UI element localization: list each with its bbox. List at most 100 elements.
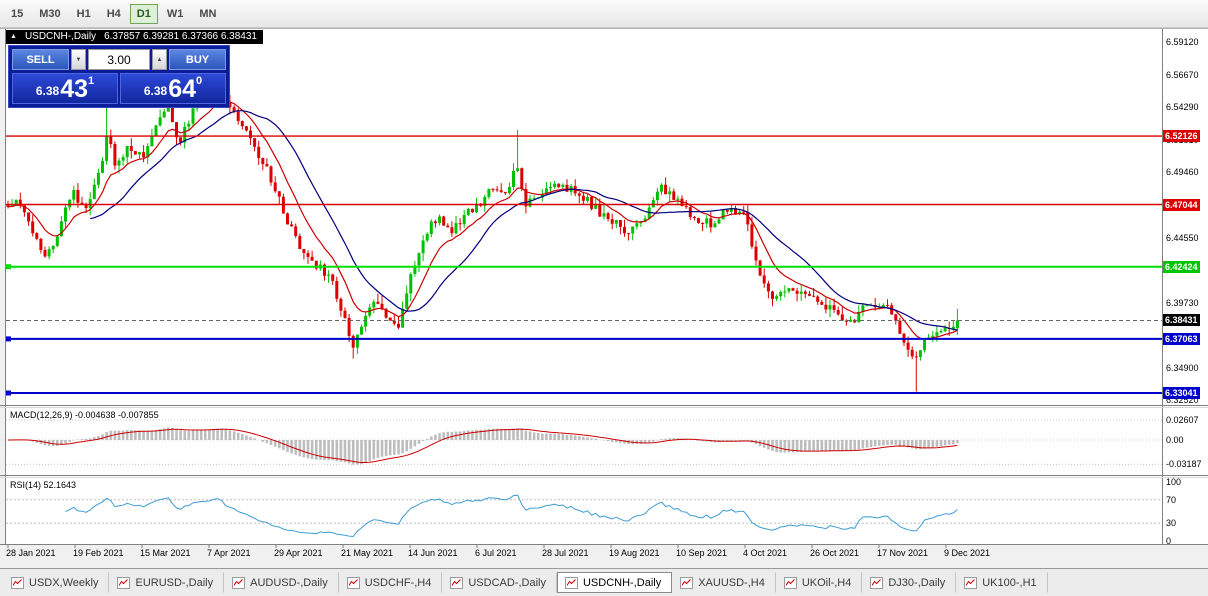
chart-tab-label: UK100-,H1 [982,576,1037,589]
axis-scale-label: 6.34900 [1166,362,1199,373]
chart-tab-label: USDCAD-,Daily [468,576,546,589]
date-axis-label: 10 Sep 2021 [676,548,728,558]
panel-borders [0,28,1208,545]
timeframe-button-m30[interactable]: M30 [32,4,67,24]
axis-scale-label: 0 [1166,536,1172,546]
sell-button[interactable]: SELL [12,49,69,70]
price-line-label: 6.47044 [1163,198,1200,211]
chart-tab-usdcad-daily[interactable]: USDCAD-,Daily [442,572,557,593]
axis-scale-label: 6.39730 [1166,297,1199,308]
chart-symbol-title: USDCNH-,Daily [24,31,97,42]
chart-window[interactable]: ▲ USDCNH-,Daily 6.37857 6.39281 6.37366 … [0,28,1208,568]
axis-scale-label: -0.03187 [1166,459,1202,470]
chart-tab-label: AUDUSD-,Daily [250,576,328,589]
chart-tab-label: DJ30-,Daily [888,576,946,589]
timeframe-button-h4[interactable]: H4 [100,4,128,24]
chart-title-badge: ▲ USDCNH-,Daily 6.37857 6.39281 6.37366 … [6,30,263,44]
chart-tab-label: USDX,Weekly [29,576,99,589]
chart-tab-label: USDCHF-,H4 [364,576,432,589]
mini-chart-icon [450,576,464,589]
date-axis-label: 14 Jun 2021 [408,548,458,558]
horizontal-line-6.37063[interactable] [6,336,1162,342]
sell-price-digits: 43 [60,75,89,103]
buy-price-superscript: 0 [196,75,203,87]
mini-chart-icon [680,576,694,589]
axis-scale-label: 100 [1166,477,1182,487]
buy-price-display[interactable]: 6.38 64 0 [120,73,226,104]
axis-scale-label: 6.56670 [1166,69,1199,80]
buy-button[interactable]: BUY [169,49,226,70]
price-line-label: 6.52126 [1163,130,1200,143]
date-axis-label: 9 Dec 2021 [944,548,991,558]
chart-tab-label: XAUUSD-,H4 [698,576,765,589]
chart-tab-usdcnh-daily[interactable]: USDCNH-,Daily [556,572,673,593]
buy-price-prefix: 6.38 [143,84,168,98]
ma-fast-line [7,99,958,340]
chart-tab-label: USDCNH-,Daily [582,576,662,589]
date-axis-label: 7 Apr 2021 [207,548,251,558]
chart-tab-dj30-daily[interactable]: DJ30-,Daily [862,572,957,593]
timeframe-button-d1[interactable]: D1 [129,3,158,24]
axis-scale-label: 0.00 [1166,435,1184,445]
date-axis-label: 19 Aug 2021 [609,548,660,558]
chart-tab-usdchf-h4[interactable]: USDCHF-,H4 [339,572,443,593]
volume-up-button[interactable]: ▲ [152,49,167,70]
axis-scale-label: 6.59120 [1166,36,1199,47]
price-axis: 6.591206.566706.542906.518106.494606.445… [1163,28,1208,546]
timeframe-toolbar: 15 M30 H1 H4 D1 W1 MN [0,0,1208,28]
price-line-label: 6.37063 [1163,332,1200,345]
axis-scale-label: 6.49460 [1166,167,1199,178]
collapse-arrow-icon[interactable]: ▲ [10,33,17,40]
horizontal-line-6.33041[interactable] [6,390,1162,396]
date-axis-label: 17 Nov 2021 [877,548,929,558]
mini-chart-icon [346,576,360,589]
chart-tab-usdx-weekly[interactable]: USDX,Weekly [3,572,110,593]
mini-chart-icon [564,576,578,589]
sell-price-superscript: 1 [88,75,95,87]
chart-ohlc-values: 6.37857 6.39281 6.37366 6.38431 [104,31,257,42]
one-click-trading-panel: SELL ▼ ▲ BUY 6.38 43 1 6.38 64 0 [8,45,230,108]
date-axis-label: 26 Oct 2021 [810,548,860,558]
axis-scale-label: 30 [1166,518,1177,529]
sell-price-display[interactable]: 6.38 43 1 [12,73,118,104]
mini-chart-icon [11,576,24,589]
chart-tab-eurusd-daily[interactable]: EURUSD-,Daily [109,572,225,593]
date-axis-label: 4 Oct 2021 [743,548,788,558]
chart-tabs-bar: USDX,Weekly EURUSD-,Daily AUDUSD-,Daily USD… [0,568,1208,596]
chart-tab-audusd-daily[interactable]: AUDUSD-,Daily [224,572,339,593]
price-line-label: 6.38431 [1163,314,1200,327]
chart-canvas[interactable] [0,28,1208,568]
macd-indicator-label: MACD(12,26,9) -0.004638 -0.007855 [10,410,159,420]
sell-price-prefix: 6.38 [35,84,60,98]
chart-tab-xauusd-h4[interactable]: XAUUSD-,H4 [672,572,776,593]
axis-scale-label: 6.54290 [1166,102,1199,112]
date-axis: 28 Jan 2021 19 Feb 2021 15 Mar 2021 7 Apr 2… [0,548,1162,566]
chart-tab-label: EURUSD-,Daily [135,576,214,589]
volume-down-button[interactable]: ▼ [71,49,86,70]
mini-chart-icon [232,576,246,589]
ma-slow-line [90,110,958,331]
price-line-label: 6.33041 [1163,387,1200,399]
volume-input[interactable] [88,49,150,70]
timeframe-button-mn[interactable]: MN [192,4,223,24]
chart-tab-uk100-h1[interactable]: UK100-,H1 [956,572,1048,593]
timeframe-button-w1[interactable]: W1 [160,4,191,24]
horizontal-line-6.42424[interactable] [6,264,1162,270]
price-line-label: 6.42424 [1163,260,1200,273]
mini-chart-icon [117,576,131,589]
rsi-line [65,494,958,538]
mini-chart-icon [964,576,978,589]
macd-signal-line [8,428,958,463]
buy-price-digits: 64 [168,75,197,103]
rsi-panel [6,499,1162,524]
axis-scale-label: 70 [1166,494,1177,505]
date-axis-label: 28 Jan 2021 [6,548,56,558]
rsi-indicator-label: RSI(14) 52.1643 [10,480,77,490]
timeframe-button-h1[interactable]: H1 [70,4,98,24]
chart-tab-ukoil-h4[interactable]: UKOil-,H4 [776,572,863,593]
candles-layer [6,69,959,392]
date-axis-label: 28 Jul 2021 [542,548,589,558]
date-axis-label: 15 Mar 2021 [140,548,191,558]
timeframe-button-15[interactable]: 15 [4,4,30,24]
chart-tab-label: UKOil-,H4 [801,576,852,589]
